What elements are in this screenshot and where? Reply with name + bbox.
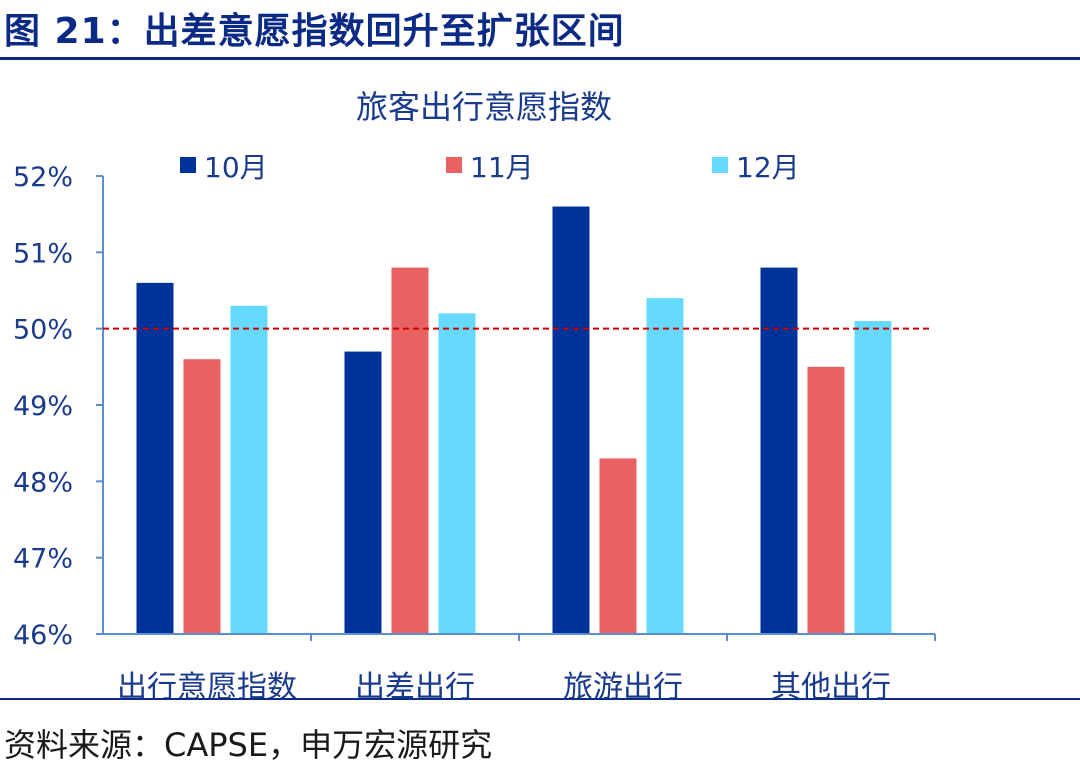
legend-swatch [446,157,462,173]
title-rule [0,57,1080,60]
y-tick-label: 48% [13,467,73,498]
x-tick-label: 出差出行 [355,670,475,700]
legend-label: 12月 [736,151,800,184]
y-tick-label: 50% [13,315,73,346]
bar [599,458,637,634]
figure-title: 图 21：出差意愿指数回升至扩张区间 [4,11,625,52]
y-tick-label: 52% [13,162,73,193]
source-note: 资料来源：CAPSE，申万宏源研究 [4,726,493,764]
bar [552,206,590,635]
legend-swatch [180,157,196,173]
x-tick-label: 其他出行 [771,670,891,700]
y-tick-label: 51% [13,238,73,269]
bar [344,351,382,634]
footer-rule [0,698,1080,700]
y-tick-label: 46% [13,620,73,651]
bar [438,313,476,634]
bar [230,305,268,634]
y-tick-label: 47% [13,544,73,575]
bar [807,366,845,634]
y-tick-label: 49% [13,391,73,422]
bar-chart: 旅客出行意愿指数 10月 11月 12月 46% 47% 48% 49% 50% 51% 52% 出行… [13,88,936,700]
x-tick-label: 旅游出行 [563,670,683,700]
legend-swatch [712,157,728,173]
bar [646,298,684,634]
bar [854,321,892,634]
bar [136,282,174,634]
chart-title: 旅客出行意愿指数 [356,88,612,126]
legend-label: 11月 [470,151,534,184]
bar [183,359,221,634]
bar [760,267,798,634]
bar [391,267,429,634]
x-tick-label: 出行意愿指数 [117,670,297,700]
legend-label: 10月 [204,151,268,184]
